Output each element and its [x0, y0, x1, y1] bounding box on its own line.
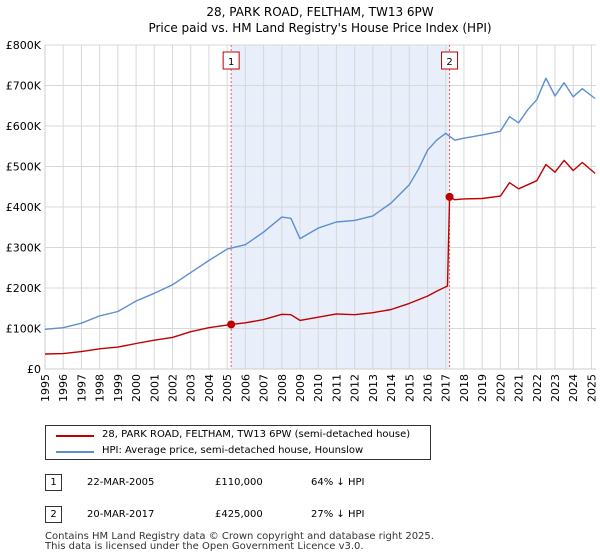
x-tick-label: 2007 — [258, 374, 271, 402]
y-tick-label: £500K — [6, 161, 42, 174]
chart-title: 28, PARK ROAD, FELTHAM, TW13 6PW — [206, 5, 433, 19]
x-tick-label: 2013 — [367, 374, 380, 402]
x-tick-label: 1996 — [57, 374, 70, 402]
legend-swatch-property — [56, 435, 94, 437]
x-tick-label: 1997 — [75, 374, 88, 402]
y-tick-label: £400K — [6, 201, 42, 214]
chart-legend: 28, PARK ROAD, FELTHAM, TW13 6PW (semi-d… — [45, 425, 431, 460]
y-tick-label: £800K — [6, 39, 42, 52]
x-tick-label: 1999 — [112, 374, 125, 402]
sale-marker-label: 1 — [228, 57, 234, 68]
x-tick-label: 2020 — [494, 374, 507, 402]
x-tick-label: 2018 — [458, 374, 471, 402]
x-tick-label: 2017 — [440, 374, 453, 402]
hpi-line — [44, 77, 596, 330]
x-tick-label: 2003 — [185, 374, 198, 402]
x-tick-label: 2006 — [239, 374, 252, 402]
legend-label-property: 28, PARK ROAD, FELTHAM, TW13 6PW (semi-d… — [102, 429, 411, 440]
x-tick-label: 2021 — [513, 374, 526, 402]
x-tick-label: 2011 — [330, 374, 343, 402]
x-tick-label: 2009 — [294, 374, 307, 402]
sale-number-badge: 2 — [45, 506, 62, 523]
x-tick-label: 2024 — [567, 374, 580, 402]
attribution-footer: Contains HM Land Registry data © Crown c… — [45, 532, 434, 552]
sale-point-1 — [227, 320, 236, 329]
x-tick-label: 2019 — [476, 374, 489, 402]
sale-price: £425,000 — [215, 509, 263, 520]
sale-date: 22-MAR-2005 — [87, 477, 155, 488]
sale-number-badge: 1 — [45, 474, 62, 491]
x-tick-label: 2023 — [549, 374, 562, 402]
x-tick-label: 1998 — [94, 374, 107, 402]
x-tick-label: 2001 — [148, 374, 161, 402]
legend-label-hpi: HPI: Average price, semi-detached house,… — [102, 445, 364, 456]
x-tick-label: 2016 — [422, 374, 435, 402]
price-chart: 28, PARK ROAD, FELTHAM, TW13 6PW Price p… — [6, 5, 599, 402]
x-tick-label: 2004 — [203, 374, 216, 402]
legend-item-hpi: HPI: Average price, semi-detached house,… — [46, 444, 430, 460]
y-tick-label: £600K — [6, 120, 42, 133]
sale-point-2 — [445, 192, 454, 201]
y-tick-label: £300K — [6, 242, 42, 255]
attribution-line-2: This data is licensed under the Open Gov… — [45, 541, 364, 552]
x-tick-label: 2025 — [585, 374, 598, 402]
x-tick-label: 2008 — [276, 374, 289, 402]
sale-marker-box-1 — [222, 51, 240, 70]
x-tick-label: 2012 — [349, 374, 362, 402]
sale-row-2: 2 20-MAR-2017 £425,000 27% ↓ HPI — [45, 506, 565, 526]
price-paid-line — [44, 159, 596, 355]
y-tick-label: £200K — [6, 282, 42, 295]
x-tick-label: 2000 — [130, 374, 143, 402]
sale-hpi-diff: 27% ↓ HPI — [311, 509, 365, 520]
x-tick-label: 2002 — [167, 374, 180, 402]
legend-swatch-hpi — [56, 451, 94, 453]
sale-marker-label: 2 — [446, 57, 452, 68]
x-tick-label: 2014 — [385, 374, 398, 402]
sale-date: 20-MAR-2017 — [87, 509, 155, 520]
x-tick-label: 2022 — [531, 374, 544, 402]
sale-row-1: 1 22-MAR-2005 £110,000 64% ↓ HPI — [45, 474, 565, 494]
y-tick-label: £700K — [6, 80, 42, 93]
x-tick-label: 2010 — [312, 374, 325, 402]
sale-hpi-diff: 64% ↓ HPI — [311, 477, 365, 488]
y-tick-label: £0 — [27, 363, 41, 376]
chart-subtitle: Price paid vs. HM Land Registry's House … — [148, 21, 491, 35]
sale-price: £110,000 — [215, 477, 263, 488]
y-tick-label: £100K — [6, 323, 42, 336]
x-tick-label: 2005 — [221, 374, 234, 402]
x-tick-label: 1995 — [39, 374, 52, 402]
attribution-line-1: Contains HM Land Registry data © Crown c… — [45, 531, 434, 542]
x-tick-label: 2015 — [403, 374, 416, 402]
sale-marker-box-2 — [441, 51, 459, 70]
legend-item-property: 28, PARK ROAD, FELTHAM, TW13 6PW (semi-d… — [46, 428, 430, 444]
